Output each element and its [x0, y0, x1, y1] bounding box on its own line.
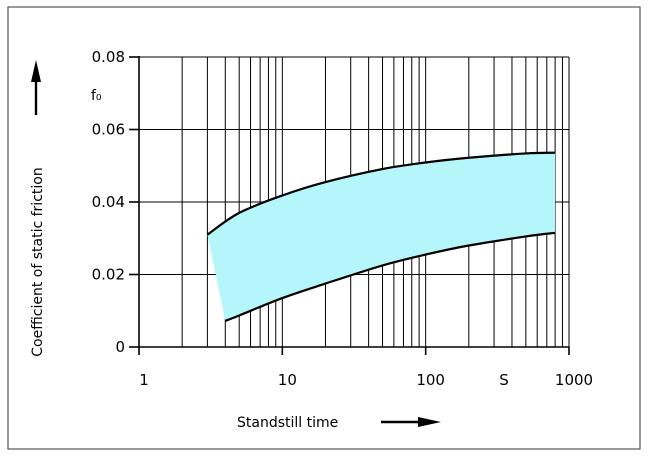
y-tick-label: 0.08 — [92, 48, 125, 66]
x-tick-label: 1000 — [555, 371, 593, 389]
x-axis-unit-label: S — [499, 371, 509, 389]
upper-curve — [206, 151, 556, 236]
x-tick-label: 100 — [416, 371, 445, 389]
curves — [206, 151, 556, 322]
y-tick-label: 0.04 — [92, 193, 125, 211]
chart-frame — [7, 6, 641, 450]
y-axis-arrow-icon — [31, 60, 41, 115]
y-tick-label: 0.02 — [92, 266, 125, 284]
friction-band-fill — [207, 152, 556, 321]
y-tick-label: 0.06 — [92, 121, 125, 139]
x-tick-label: 1 — [139, 371, 149, 389]
x-tick-label: 10 — [278, 371, 297, 389]
lower-curve — [224, 231, 556, 322]
x-axis-arrow-icon — [381, 417, 441, 427]
x-axis-label: Standstill time — [237, 415, 338, 431]
y-tick-label: 0 — [115, 338, 125, 356]
y-axis-label: Coefficient of static friction — [30, 167, 46, 356]
y-axis-symbol: f₀ — [91, 88, 102, 104]
axes: 0 0.02 0.04 0.06 0.08 1 10 100 1000 — [92, 48, 594, 389]
